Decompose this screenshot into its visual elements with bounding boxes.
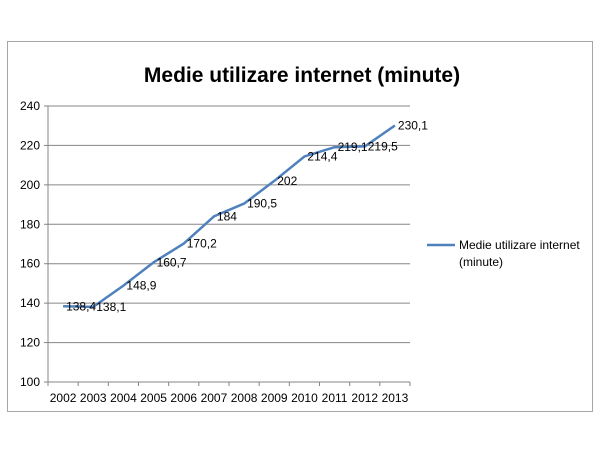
x-tick-label: 2005 — [140, 391, 167, 405]
x-tick-label: 2006 — [170, 391, 197, 405]
series-layer — [63, 124, 396, 309]
data-label: 170,2 — [187, 237, 217, 251]
y-tick-label: 240 — [20, 99, 40, 113]
y-tick-label: 120 — [20, 336, 40, 350]
data-label: 219,1 — [338, 140, 368, 154]
y-tick-label: 200 — [20, 178, 40, 192]
gridlines — [48, 105, 410, 344]
x-tick-label: 2007 — [201, 391, 228, 405]
y-tick-label: 100 — [20, 375, 40, 389]
x-tick-label: 2009 — [261, 391, 288, 405]
x-tick-label: 2012 — [351, 391, 378, 405]
data-label: 160,7 — [157, 255, 187, 269]
y-tick-label: 140 — [20, 296, 40, 310]
data-label: 202 — [277, 174, 297, 188]
data-label: 214,4 — [307, 149, 337, 163]
legend-label-line2: (minute) — [459, 255, 503, 269]
x-tick-label: 2008 — [231, 391, 258, 405]
x-tick-label: 2002 — [50, 391, 77, 405]
series-line — [63, 124, 396, 309]
data-label: 219,5 — [368, 139, 398, 153]
data-label: 230,1 — [398, 119, 428, 133]
y-tick-label: 180 — [20, 217, 40, 231]
chart-frame — [7, 41, 593, 412]
x-tick-label: 2010 — [291, 391, 318, 405]
axes: 100 120 140 160 180 200 220 240 2002 2003 2004 2005… — [20, 99, 411, 405]
data-label: 138,1 — [96, 300, 126, 314]
x-tick-label: 2004 — [110, 391, 137, 405]
data-label: 190,5 — [247, 197, 277, 211]
x-tick-label: 2013 — [382, 391, 409, 405]
y-tick-label: 160 — [20, 257, 40, 271]
data-label: 138,4 — [66, 299, 96, 313]
chart-title: Medie utilizare internet (minute) — [143, 64, 461, 87]
legend-label: Medie utilizare internet — [459, 238, 580, 252]
data-label: 148,9 — [126, 279, 156, 293]
y-tick-label: 220 — [20, 138, 40, 152]
x-tick-label: 2011 — [322, 391, 348, 405]
x-tick-label: 2003 — [80, 391, 107, 405]
legend: Medie utilizare internet (minute) — [427, 238, 580, 269]
data-label: 184 — [217, 209, 237, 223]
